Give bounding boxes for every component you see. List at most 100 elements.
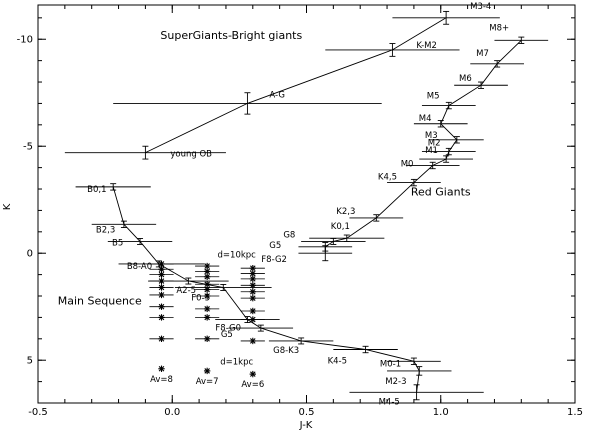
star-stroke-d2 <box>204 368 210 374</box>
point-label: M7 <box>476 49 489 59</box>
point-label: B2,3 <box>96 225 115 235</box>
star-stroke-d2 <box>250 338 256 344</box>
point-label: M1 <box>425 146 438 156</box>
y-tick-label: 5 <box>27 356 33 367</box>
star-stroke-d2 <box>204 293 210 299</box>
x-tick-label: 0.5 <box>299 407 315 418</box>
star-point <box>249 370 256 378</box>
point-label: G8 <box>283 230 295 240</box>
star-point <box>203 286 211 293</box>
data-point <box>298 242 353 252</box>
point-label: F0-5 <box>191 293 210 303</box>
star-stroke-d2 <box>158 314 165 321</box>
data-point <box>91 220 157 228</box>
region-label: d=10kpc <box>218 250 257 260</box>
star-stroke-d2 <box>204 286 210 293</box>
star-point <box>203 305 211 313</box>
point-label: A2-5 <box>176 286 196 296</box>
star-point <box>249 264 256 272</box>
data-point <box>64 145 226 160</box>
star-stroke-d2 <box>250 308 256 314</box>
star-point <box>249 316 256 323</box>
data-point <box>387 357 441 365</box>
star-stroke-d2 <box>204 336 210 342</box>
star-stroke-d2 <box>204 273 210 280</box>
point-label: young OB <box>170 150 212 160</box>
star-stroke-d2 <box>204 281 210 288</box>
star-point <box>249 288 256 295</box>
point-label: G8-K3 <box>273 346 299 356</box>
star-stroke-d2 <box>204 314 210 321</box>
star-point <box>158 271 165 278</box>
axes: -0.5 0.0 0.5 1.0 1.5 -10 -5 0 5 <box>17 5 583 418</box>
region-label: SuperGiants-Bright giants <box>160 29 302 42</box>
point-label: M8+ <box>489 23 509 33</box>
series-line <box>324 39 522 254</box>
x-tick-label: 0.0 <box>164 407 180 418</box>
star-stroke-d2 <box>250 371 256 377</box>
star-stroke-d2 <box>158 292 165 298</box>
extinction-label: Av=8 <box>150 375 173 385</box>
data-point <box>430 136 484 144</box>
point-label: M2-3 <box>385 377 406 387</box>
data-point <box>421 147 476 156</box>
star-stroke-d2 <box>158 365 165 372</box>
star-stroke-d2 <box>250 265 256 271</box>
data-point <box>413 120 468 128</box>
data-point <box>113 92 382 115</box>
extinction-label: Av=7 <box>196 377 219 387</box>
point-label: F8-G0 <box>215 324 241 334</box>
data-point <box>301 237 366 245</box>
data-point <box>470 60 524 68</box>
x-tick-label: -0.5 <box>28 407 48 418</box>
point-label: F8-G2 <box>261 255 287 265</box>
point-label: K0,1 <box>331 222 350 232</box>
point-label: K4-5 <box>328 357 347 367</box>
star-point <box>203 367 211 375</box>
star-point <box>203 268 211 275</box>
series-line <box>145 17 447 154</box>
point-label: G5 <box>221 330 233 340</box>
region-label: d=1kpc <box>220 357 253 367</box>
star-point <box>249 307 256 315</box>
x-axis-title: J-K <box>299 420 313 431</box>
extinction-stars <box>149 260 265 378</box>
star-point <box>158 303 165 310</box>
data-point <box>387 178 441 187</box>
star-stroke-d2 <box>158 261 165 267</box>
star-stroke-d2 <box>204 268 210 275</box>
data-point <box>454 81 508 89</box>
star-point <box>158 260 165 268</box>
data-point <box>107 237 173 245</box>
point-label: M3 <box>425 131 438 141</box>
point-label: M0 <box>401 159 414 169</box>
data-point <box>421 101 476 110</box>
star-point <box>158 277 165 285</box>
y-axis-title: K <box>2 203 13 210</box>
region-labels: SuperGiants-Bright giants Red Giants Main … <box>58 29 471 367</box>
point-label: G5 <box>269 241 281 251</box>
region-label: Red Giants <box>411 185 471 198</box>
star-point <box>158 335 165 343</box>
star-point <box>203 314 211 321</box>
star-point <box>249 275 256 283</box>
x-tick-label: 1.5 <box>567 407 583 418</box>
star-point <box>249 270 256 277</box>
point-label: M4 <box>419 114 432 124</box>
x-tick-label: 1.0 <box>433 407 449 418</box>
data-point <box>387 366 452 376</box>
star-point <box>203 281 211 288</box>
y-tick-label: -5 <box>23 142 33 153</box>
star-point <box>203 273 211 280</box>
data-point <box>333 345 398 354</box>
star-stroke-d2 <box>250 276 256 282</box>
star-stroke-d2 <box>158 278 165 284</box>
star-stroke-d2 <box>204 263 210 269</box>
point-label: M3-4 <box>470 2 491 12</box>
star-stroke-d2 <box>158 266 165 273</box>
star-stroke-d2 <box>250 270 256 277</box>
data-point <box>174 284 272 291</box>
error-bars <box>64 10 549 401</box>
region-label: Main Sequence <box>58 295 142 308</box>
star-point <box>249 337 256 345</box>
